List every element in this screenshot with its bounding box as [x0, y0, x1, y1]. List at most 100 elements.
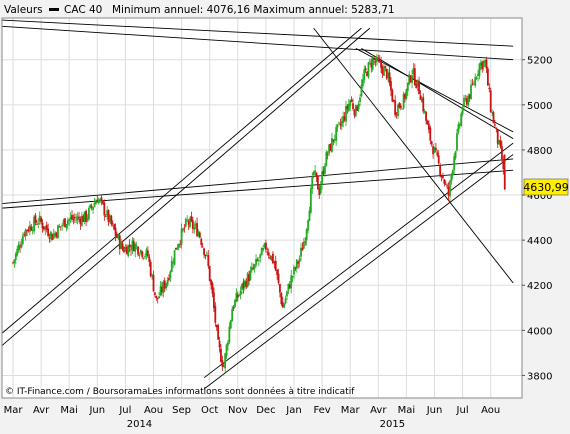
- candle-body: [97, 199, 100, 204]
- candle-body: [465, 98, 468, 105]
- candle-body: [246, 273, 249, 287]
- candle-body: [156, 297, 159, 299]
- x-tick-label: Mar: [4, 405, 24, 416]
- candle-body: [177, 244, 180, 248]
- candle-body: [333, 139, 336, 141]
- candle-body: [38, 215, 41, 222]
- candle-body: [148, 256, 151, 262]
- candle-body: [86, 217, 89, 221]
- candle-body: [161, 286, 163, 293]
- candle-body: [449, 180, 451, 197]
- candle-body: [203, 248, 205, 255]
- candle-body: [87, 208, 90, 220]
- x-tick-label: Aou: [144, 405, 163, 416]
- candle-body: [420, 99, 423, 102]
- candle-body: [297, 261, 300, 264]
- candle-body: [437, 155, 440, 164]
- candle-body: [76, 216, 79, 221]
- candle-body: [499, 140, 502, 147]
- candle-body: [169, 271, 172, 278]
- candle-body: [75, 219, 78, 221]
- x-year-label: 2014: [127, 419, 152, 430]
- candle-body: [146, 250, 149, 257]
- candle-body: [189, 218, 191, 227]
- candle-body: [186, 219, 189, 221]
- candle-body: [69, 217, 72, 220]
- candle-body: [345, 106, 347, 122]
- candle-body: [331, 138, 333, 152]
- candle-body: [190, 216, 193, 222]
- candle-body: [367, 62, 370, 78]
- x-year-label: 2015: [380, 419, 405, 430]
- candle-body: [321, 171, 323, 185]
- candle-body: [270, 255, 273, 260]
- candle-body: [467, 96, 470, 106]
- candle-body: [368, 61, 371, 63]
- candle-body: [54, 232, 57, 236]
- candle-body: [34, 215, 37, 223]
- candle-body: [214, 306, 217, 323]
- candle-body: [444, 183, 447, 185]
- candle-body: [238, 294, 241, 296]
- candle-body: [300, 247, 302, 257]
- price-tag-label: 4630,99: [523, 181, 569, 194]
- candle-body: [463, 97, 465, 108]
- price-tag-box: [523, 178, 569, 196]
- candle-body: [30, 226, 33, 231]
- candle-body: [471, 83, 474, 85]
- trendline: [2, 169, 514, 209]
- y-axis: 3800 4000 4200 4400 4600 4800 5000 5200: [522, 56, 552, 382]
- candle-body: [404, 94, 406, 99]
- candle-body: [353, 109, 356, 116]
- candle-body: [191, 220, 194, 229]
- candle-body: [478, 63, 481, 76]
- candle-body: [253, 264, 256, 269]
- y-tick-label: 4200: [527, 281, 552, 292]
- candle-body: [272, 253, 274, 264]
- candle-body: [470, 85, 472, 99]
- candle-body: [128, 244, 131, 248]
- candle-body: [315, 172, 318, 177]
- candle-body: [248, 274, 250, 282]
- candle-body: [450, 174, 453, 182]
- candle-body: [293, 266, 295, 275]
- candle-body: [411, 75, 413, 83]
- candle-body: [168, 277, 170, 280]
- candle-body: [288, 284, 291, 289]
- candle-body: [118, 235, 121, 250]
- candle-body: [27, 229, 30, 232]
- candle-body: [138, 255, 141, 256]
- candle-body: [205, 253, 208, 255]
- candle-body: [155, 295, 158, 298]
- candle-body: [492, 112, 495, 124]
- candle-body: [354, 105, 357, 117]
- candle-body: [502, 160, 505, 170]
- candle-body: [12, 262, 14, 264]
- candle-body: [432, 146, 434, 155]
- candle-body: [477, 73, 479, 76]
- candle-body: [409, 75, 412, 82]
- candle-body: [328, 144, 331, 154]
- candle-body: [387, 72, 390, 78]
- candle-body: [103, 202, 106, 216]
- candle-body: [381, 66, 384, 75]
- candle-body: [145, 249, 148, 256]
- candle-body: [305, 229, 308, 241]
- x-axis: Mar Avr Mai Jun Jul Aou Sep Oct Nov Dec Jan Fev Mar A…: [4, 405, 501, 430]
- candle-body: [45, 224, 48, 230]
- candle-body: [361, 79, 364, 87]
- candle-body: [460, 113, 463, 126]
- trendline: [203, 154, 514, 390]
- plot-area: [2, 18, 522, 398]
- candle-body: [489, 90, 492, 112]
- candle-body: [172, 262, 175, 264]
- candle-body: [163, 280, 166, 289]
- candle-body: [439, 165, 442, 175]
- candle-body: [19, 246, 21, 248]
- candle-body: [298, 258, 301, 263]
- candle-body: [196, 223, 198, 237]
- candle-body: [249, 270, 252, 281]
- candle-body: [294, 267, 297, 269]
- candle-body: [325, 152, 328, 167]
- candle-body: [58, 226, 61, 228]
